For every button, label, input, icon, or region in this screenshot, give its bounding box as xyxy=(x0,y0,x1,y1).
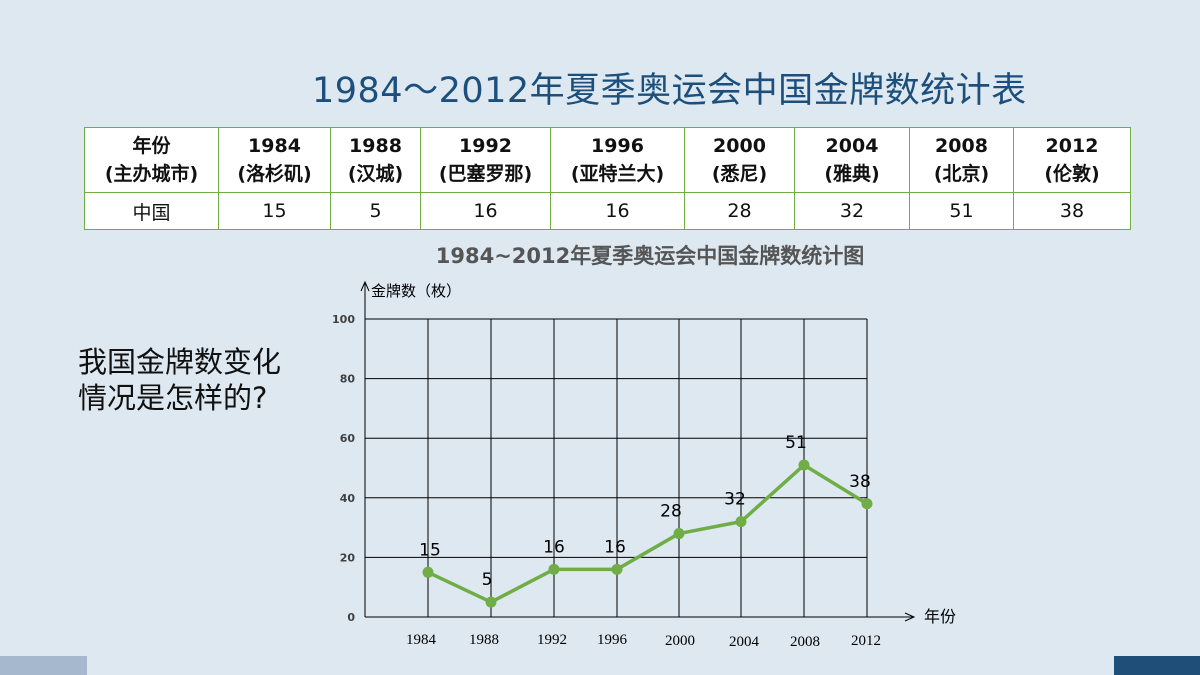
header-year: 1988 xyxy=(349,135,402,157)
data-point xyxy=(673,528,685,540)
data-label: 15 xyxy=(419,540,441,560)
header-city: (北京) xyxy=(933,163,990,185)
y-tick-label: 20 xyxy=(340,551,356,564)
table-cell: 16 xyxy=(420,192,551,230)
x-tick-label: 1992 xyxy=(537,632,567,648)
chart-title: 1984~2012年夏季奥运会中国金牌数统计图 xyxy=(435,244,865,268)
data-label: 38 xyxy=(849,472,871,492)
data-point xyxy=(611,563,623,575)
question-text: 我国金牌数变化 情况是怎样的? xyxy=(78,344,281,416)
header-city: (悉尼) xyxy=(711,163,768,185)
x-tick-label: 2000 xyxy=(665,633,695,649)
y-tick-label: 40 xyxy=(340,492,356,505)
table-cell: 32 xyxy=(794,192,910,230)
question-line-1: 我国金牌数变化 xyxy=(78,345,282,379)
table-header-label: 年份 (主办城市) xyxy=(84,127,219,193)
data-point xyxy=(548,563,560,575)
data-label: 51 xyxy=(785,433,807,453)
x-tick-label: 1996 xyxy=(597,632,628,648)
header-year: 1996 xyxy=(591,135,644,157)
y-axis-title: 金牌数（枚） xyxy=(371,282,461,300)
header-city: (亚特兰大) xyxy=(570,163,665,185)
gold-medal-table: 年份 (主办城市) 1984 (洛杉矶) 1988 (汉城) 1992 (巴塞罗那) … xyxy=(84,127,1131,230)
y-tick-label: 80 xyxy=(340,373,356,386)
slide-title: 1984～2012年夏季奥运会中国金牌数统计表 xyxy=(312,71,1027,111)
x-axis-title: 年份 xyxy=(924,607,956,626)
y-tick-label: 0 xyxy=(347,611,355,624)
data-label: 28 xyxy=(660,502,682,522)
question-line-2: 情况是怎样的? xyxy=(78,381,268,415)
data-label: 5 xyxy=(482,570,493,590)
data-point xyxy=(798,459,810,471)
table-cell: 38 xyxy=(1013,192,1131,230)
table-header-row: 年份 (主办城市) 1984 (洛杉矶) 1988 (汉城) 1992 (巴塞罗那) … xyxy=(84,127,1131,193)
header-city: (雅典) xyxy=(824,163,880,185)
table-cell: 51 xyxy=(909,192,1014,230)
data-label: 32 xyxy=(724,490,746,510)
table-cell: 28 xyxy=(684,192,795,230)
x-tick-label: 2008 xyxy=(790,634,820,650)
table-cell: 16 xyxy=(550,192,685,230)
x-tick-label: 2004 xyxy=(729,634,760,650)
y-tick-label: 100 xyxy=(332,313,355,326)
table-header-cell: 1996 (亚特兰大) xyxy=(550,127,685,193)
header-year: 1984 xyxy=(248,135,301,157)
x-axis-arrow xyxy=(904,612,916,622)
footer-decoration-right xyxy=(1114,656,1200,675)
header-year: 1992 xyxy=(459,135,512,157)
header-label-line2: (主办城市) xyxy=(104,163,199,185)
series-line xyxy=(427,463,868,604)
row-label: 中国 xyxy=(84,192,219,230)
data-label: 16 xyxy=(543,537,565,557)
table-row: 中国 15 5 16 16 28 32 51 38 xyxy=(84,192,1131,230)
table-header-cell: 1992 (巴塞罗那) xyxy=(420,127,551,193)
header-city: (汉城) xyxy=(347,163,404,185)
header-city: (洛杉矶) xyxy=(237,163,312,185)
y-tick-label: 60 xyxy=(340,432,356,445)
footer-decoration-left xyxy=(0,656,87,675)
header-year: 2012 xyxy=(1045,135,1099,157)
data-point xyxy=(735,516,747,528)
data-point xyxy=(485,596,497,608)
header-label-line1: 年份 xyxy=(132,135,171,157)
data-point xyxy=(861,498,873,510)
x-tick-label: 1988 xyxy=(469,632,499,648)
table-header-cell: 2004 (雅典) xyxy=(794,127,910,193)
table-cell: 15 xyxy=(218,192,331,230)
y-axis-arrow xyxy=(360,280,370,292)
data-point xyxy=(422,566,434,578)
x-tick-label: 1984 xyxy=(406,632,437,648)
header-year: 2000 xyxy=(713,135,766,157)
table-header-cell: 1984 (洛杉矶) xyxy=(218,127,331,193)
header-city: (巴塞罗那) xyxy=(438,163,533,185)
data-label: 16 xyxy=(604,537,626,557)
header-year: 2004 xyxy=(825,135,879,157)
header-year: 2008 xyxy=(935,135,988,157)
header-city: (伦敦) xyxy=(1044,163,1100,185)
x-tick-label: 2012 xyxy=(851,633,881,649)
